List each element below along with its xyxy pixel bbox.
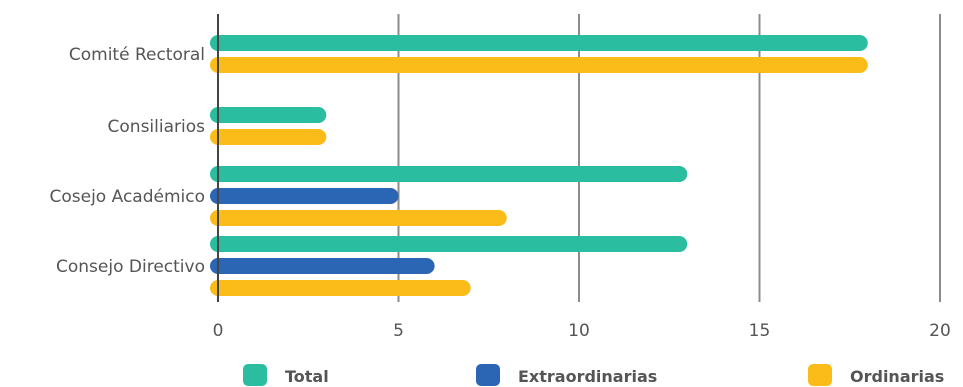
x-tick-label: 5 (393, 321, 404, 341)
bar-ordinarias-1 (210, 129, 327, 145)
bar-total-2 (210, 166, 688, 182)
bar-extraordinarias-2 (210, 188, 399, 204)
bar-extraordinarias-3 (210, 258, 435, 274)
category-labels: Comité Rectoral Consiliarios Cosejo Académ… (50, 45, 206, 277)
legend-item-total: Total (243, 364, 329, 386)
bars (210, 14, 868, 302)
bar-ordinarias-0 (210, 57, 868, 73)
x-tick-label: 10 (568, 321, 590, 341)
legend-label: Total (285, 367, 329, 386)
x-tick-labels: 0 5 10 15 20 (213, 321, 951, 341)
bar-ordinarias-3 (210, 280, 471, 296)
category-label: Consiliarios (108, 117, 206, 137)
bar-total-3 (210, 236, 688, 252)
category-label: Comité Rectoral (69, 45, 205, 65)
x-tick-label: 20 (929, 321, 951, 341)
legend-swatch (476, 364, 500, 386)
bar-total-1 (210, 107, 327, 123)
category-label: Consejo Directivo (56, 257, 205, 277)
legend-label: Extraordinarias (518, 367, 657, 386)
x-tick-label: 15 (749, 321, 771, 341)
legend-swatch (243, 364, 267, 386)
legend-item-extraordinarias: Extraordinarias (476, 364, 657, 386)
legend-label: Ordinarias (850, 367, 944, 386)
legend-swatch (808, 364, 832, 386)
legend-item-ordinarias: Ordinarias (808, 364, 944, 386)
x-tick-label: 0 (213, 321, 224, 341)
bar-total-0 (210, 35, 868, 51)
legend: Total Extraordinarias Ordinarias (243, 364, 944, 386)
category-label: Cosejo Académico (50, 187, 206, 207)
bar-ordinarias-2 (210, 210, 507, 226)
